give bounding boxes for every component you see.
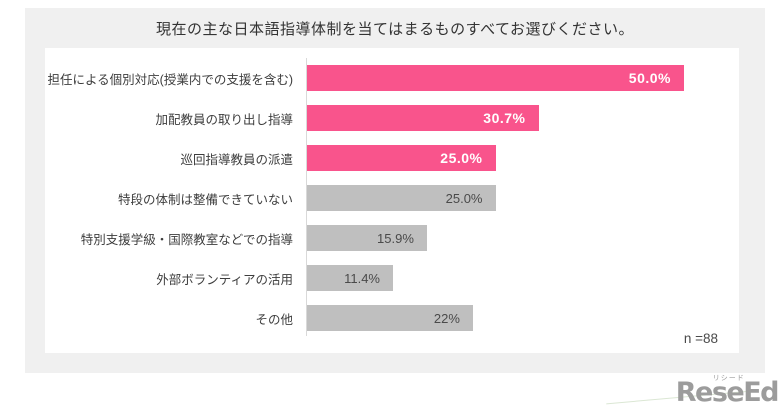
- chart-row: 担任による個別対応(授業内での支援を含む) 50.0%: [45, 58, 739, 98]
- bar-track: 15.9%: [307, 218, 739, 258]
- chart-row: 加配教員の取り出し指導 30.7%: [45, 98, 739, 138]
- chart-row: 外部ボランティアの活用 11.4%: [45, 258, 739, 298]
- axis-line: [306, 58, 307, 336]
- bar: 50.0%: [307, 65, 684, 91]
- category-label: その他: [255, 312, 293, 327]
- chart-row: 巡回指導教員の派遣 25.0%: [45, 138, 739, 178]
- bar-track: 30.7%: [307, 98, 739, 138]
- category-label: 担任による個別対応(授業内での支援を含む): [47, 72, 293, 87]
- bar-track: 25.0%: [307, 138, 739, 178]
- bar: 15.9%: [307, 225, 427, 251]
- bar: 25.0%: [307, 185, 496, 211]
- bar-track: 22%: [307, 298, 739, 338]
- bar-value-label: 50.0%: [628, 70, 671, 86]
- bar-value-label: 30.7%: [483, 110, 526, 126]
- survey-chart-card: 現在の主な日本語指導体制を当てはまるものすべてお選びください。 担任による個別対…: [25, 8, 765, 373]
- bar: 25.0%: [307, 145, 496, 171]
- reseed-logo-text: ReseEd: [675, 377, 780, 408]
- chart-panel: 担任による個別対応(授業内での支援を含む) 50.0% 加配教員の取り出し指導 30.…: [45, 48, 739, 353]
- chart-rows: 担任による個別対応(授業内での支援を含む) 50.0% 加配教員の取り出し指導 30.…: [45, 58, 739, 338]
- bar-track: 50.0%: [307, 58, 739, 98]
- bar-track: 11.4%: [307, 258, 739, 298]
- bar: 30.7%: [307, 105, 539, 131]
- bar-track: 25.0%: [307, 178, 739, 218]
- sample-size-label: n =88: [683, 331, 718, 346]
- chart-title: 現在の主な日本語指導体制を当てはまるものすべてお選びください。: [155, 20, 635, 38]
- chart-row: 特別支援学級・国際教室などでの指導 15.9%: [45, 218, 739, 258]
- category-label: 巡回指導教員の派遣: [180, 152, 293, 167]
- bar-value-label: 25.0%: [445, 190, 483, 206]
- bar-value-label: 22%: [433, 310, 460, 326]
- category-label: 特段の体制は整備できていない: [117, 192, 293, 207]
- bar-value-label: 25.0%: [440, 150, 483, 166]
- category-label: 外部ボランティアの活用: [156, 272, 293, 287]
- reseed-logo-kana: リシード: [712, 375, 745, 382]
- bar: 22%: [307, 305, 473, 331]
- chart-row: その他 22%: [45, 298, 739, 338]
- bar: 11.4%: [307, 265, 393, 291]
- bar-value-label: 11.4%: [344, 270, 380, 286]
- chart-row: 特段の体制は整備できていない 25.0%: [45, 178, 739, 218]
- category-label: 特別支援学級・国際教室などでの指導: [80, 232, 293, 247]
- bar-value-label: 15.9%: [377, 230, 414, 246]
- category-label: 加配教員の取り出し指導: [155, 112, 293, 127]
- reseed-logo: リシード ReseEd: [675, 375, 780, 408]
